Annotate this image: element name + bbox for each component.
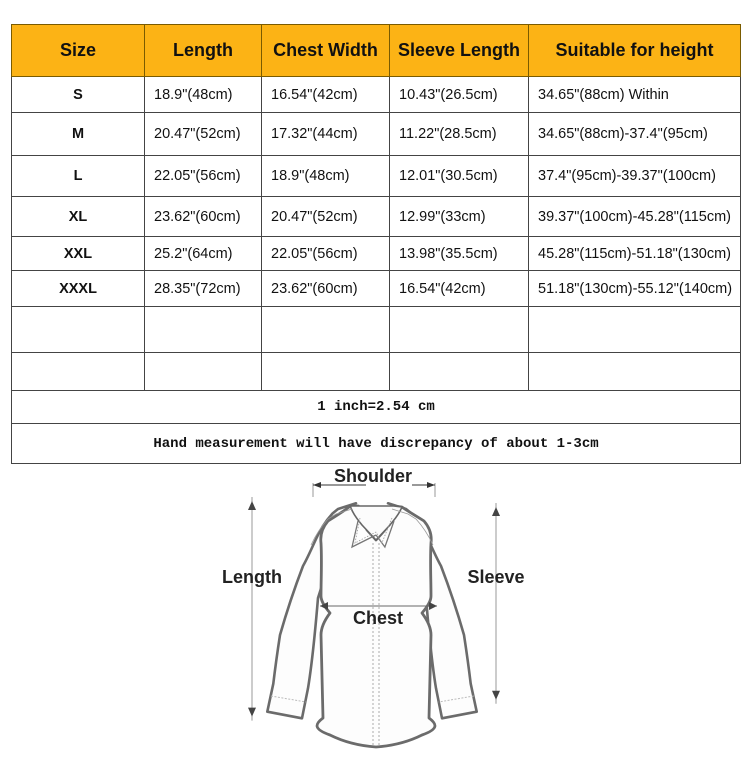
svg-text:Shoulder: Shoulder [334,466,412,486]
svg-text:Chest: Chest [353,608,403,628]
svg-text:Sleeve: Sleeve [467,567,524,587]
svg-text:Length: Length [222,567,282,587]
